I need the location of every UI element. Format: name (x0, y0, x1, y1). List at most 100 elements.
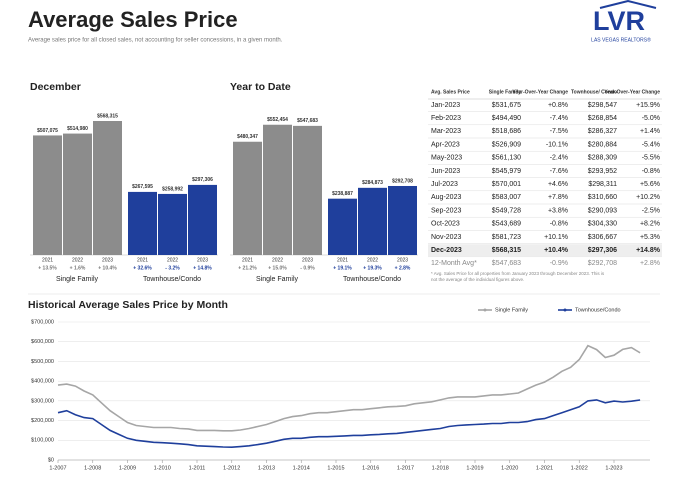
table-cell: $545,979 (492, 168, 521, 175)
table-cell: -5.5% (642, 155, 660, 162)
table-cell: Feb-2023 (431, 115, 461, 122)
table-header: Avg. Sales Price (431, 89, 470, 95)
table-cell: $543,689 (492, 221, 521, 228)
group-label: Townhouse/Condo (343, 276, 401, 283)
page-title: Average Sales Price (28, 7, 238, 32)
x-tick-label: 1-2018 (432, 465, 449, 471)
logo-name: LAS VEGAS REALTORS® (591, 36, 651, 43)
table-cell: -0.8% (550, 221, 568, 228)
change-label: + 13.5% (38, 265, 57, 271)
bar (63, 133, 92, 255)
table-cell: $306,667 (588, 234, 617, 241)
table-cell: Jun-2023 (431, 168, 460, 175)
y-tick-label: $300,000 (31, 398, 54, 404)
table-cell: $293,952 (588, 168, 617, 175)
panel-title: Year to Date (230, 81, 291, 93)
table-cell: +0.8% (548, 102, 568, 109)
x-tick-label: 1-2021 (536, 465, 553, 471)
table-cell: +2.8% (640, 260, 660, 267)
table-header: Year-Over-Year Change (512, 89, 568, 95)
x-tick-label: 1-2015 (327, 465, 344, 471)
legend-swatch-dot (483, 308, 487, 312)
logo-roof (599, 0, 657, 9)
y-tick-label: $400,000 (31, 379, 54, 385)
y-tick-label: $500,000 (31, 359, 54, 365)
bar (293, 125, 322, 255)
table-cell: Sep-2023 (431, 207, 461, 214)
table-cell: -2.4% (550, 155, 568, 162)
table-cell: Aug-2023 (431, 194, 461, 201)
group-label: Townhouse/Condo (143, 276, 201, 283)
legend-label: Single Family (495, 307, 528, 313)
bar (263, 124, 292, 256)
table-cell: -2.5% (642, 207, 660, 214)
change-label: + 32.6% (133, 265, 152, 271)
category-label: 2022 (367, 257, 378, 263)
change-label: - 3.2% (165, 265, 180, 271)
table-cell: Jan-2023 (431, 102, 460, 109)
bar-value-label: $514,980 (67, 126, 88, 132)
table-cell: -0.8% (642, 168, 660, 175)
table-cell: Mar-2023 (431, 128, 461, 135)
table-cell: -0.9% (550, 260, 568, 267)
table-header: Townhouse/ Condo (571, 89, 617, 95)
chart-title: Historical Average Sales Price by Month (28, 299, 228, 311)
table-cell: Jul-2023 (431, 181, 458, 188)
bar (93, 121, 122, 255)
category-label: 2022 (72, 257, 83, 263)
bar (158, 193, 187, 255)
x-tick-label: 1-2023 (605, 465, 622, 471)
table-cell: May-2023 (431, 155, 462, 162)
category-label: 2021 (242, 257, 253, 263)
bar-value-label: $284,873 (362, 180, 383, 186)
bar-value-label: $507,075 (37, 128, 58, 134)
table-cell: $280,884 (588, 141, 617, 148)
table-cell: +5.3% (640, 234, 660, 241)
table-cell: $518,686 (492, 128, 521, 135)
table-cell: $494,490 (492, 115, 521, 122)
x-tick-label: 1-2016 (362, 465, 379, 471)
footnote-line: * Avg. Sales Price for all properties fr… (431, 271, 605, 276)
series-line (57, 344, 641, 432)
bar-value-label: $480,347 (237, 134, 258, 140)
change-label: + 19.3% (363, 265, 382, 271)
bar (388, 185, 417, 255)
change-label: + 10.4% (98, 265, 117, 271)
bar-value-label: $292,708 (392, 178, 413, 184)
table-cell: -7.6% (550, 168, 568, 175)
y-tick-label: $100,000 (31, 438, 54, 444)
table-cell: $268,854 (588, 115, 617, 122)
legend-swatch-dot (563, 308, 567, 312)
x-tick-label: 1-2012 (223, 465, 240, 471)
y-tick-label: $0 (48, 457, 54, 463)
bar (128, 191, 157, 255)
table-cell: +7.8% (548, 194, 568, 201)
table-cell: +10.2% (636, 194, 660, 201)
bar-value-label: $267,595 (132, 184, 153, 190)
table-cell: $583,007 (492, 194, 521, 201)
table-cell: $568,315 (492, 247, 521, 254)
change-label: + 15.0% (268, 265, 287, 271)
category-label: 2021 (137, 257, 148, 263)
table-cell: $549,728 (492, 207, 521, 214)
group-label: Single Family (256, 276, 299, 283)
table-cell: Dec-2023 (431, 247, 462, 254)
table-cell: $297,306 (588, 247, 617, 254)
x-tick-label: 1-2010 (154, 465, 171, 471)
x-tick-label: 1-2008 (84, 465, 101, 471)
table-cell: +10.4% (544, 247, 569, 254)
x-tick-label: 1-2022 (571, 465, 588, 471)
table-cell: 12-Month Avg* (431, 260, 477, 267)
category-label: 2023 (397, 257, 408, 263)
bar-value-label: $238,887 (332, 191, 353, 197)
table-cell: $547,683 (492, 260, 521, 267)
change-label: + 1.6% (70, 265, 86, 271)
table-cell: +14.8% (636, 247, 661, 254)
category-label: 2021 (42, 257, 53, 263)
table-cell: $570,001 (492, 181, 521, 188)
change-label: + 2.8% (395, 265, 411, 271)
table-cell: $298,547 (588, 102, 617, 109)
bar-value-label: $297,306 (192, 177, 213, 183)
table-cell: +8.2% (640, 221, 660, 228)
change-label: - 0.9% (300, 265, 315, 271)
